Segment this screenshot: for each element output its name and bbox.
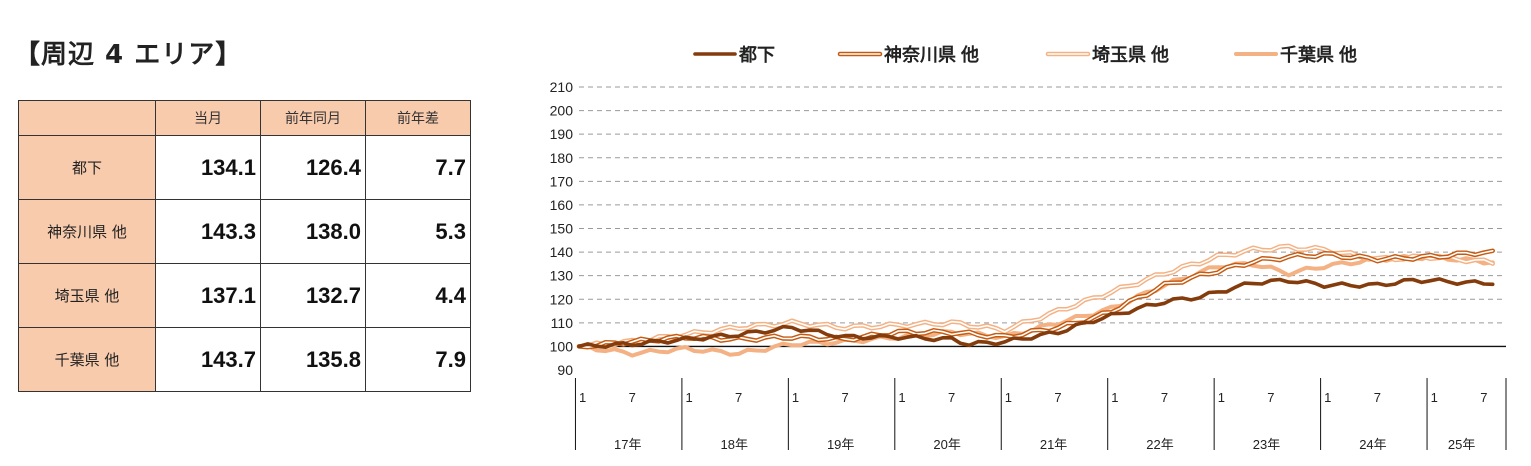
x-tick-label: 7	[948, 390, 955, 405]
table-row: 神奈川県 他 143.3 138.0 5.3	[18, 199, 471, 264]
y-tick-label: 210	[550, 79, 574, 95]
x-tick-label: 1	[1005, 390, 1012, 405]
x-tick-label: 1	[685, 390, 692, 405]
series-line	[577, 277, 1495, 350]
x-tick-label: 7	[1161, 390, 1168, 405]
cell-diff: 7.9	[365, 327, 471, 392]
y-tick-label: 110	[551, 315, 574, 331]
x-tick-label: 1	[1111, 390, 1118, 405]
header-blank	[18, 100, 156, 136]
cell-diff: 7.7	[365, 135, 471, 200]
series-line-inner	[578, 250, 1494, 349]
cell-prev-year: 126.4	[260, 135, 366, 200]
year-label: 22年	[1146, 437, 1173, 450]
series-埼玉県 他	[576, 243, 1495, 349]
cell-prev-year: 138.0	[260, 199, 366, 264]
row-label: 埼玉県 他	[18, 263, 156, 328]
legend-label: 埼玉県 他	[1092, 44, 1169, 65]
year-label: 21年	[1040, 437, 1067, 450]
x-tick-label: 1	[1218, 390, 1225, 405]
y-tick-label: 120	[550, 291, 574, 307]
y-tick-label: 150	[550, 221, 574, 237]
legend-item: 都下	[693, 45, 775, 65]
table-row: 都下 134.1 126.4 7.7	[18, 135, 471, 200]
x-tick-label: 7	[1374, 390, 1381, 405]
series-都下	[577, 277, 1495, 350]
x-tick-label: 7	[735, 390, 742, 405]
header-prev-year: 前年同月	[260, 100, 366, 136]
table-row: 埼玉県 他 137.1 132.7 4.4	[18, 263, 471, 328]
cell-current: 143.3	[155, 199, 261, 264]
row-label: 千葉県 他	[18, 327, 156, 392]
series-line-inner	[578, 245, 1494, 348]
x-tick-label: 7	[842, 390, 849, 405]
y-tick-label: 200	[550, 103, 574, 119]
y-tick-label: 180	[550, 150, 574, 166]
cell-diff: 4.4	[365, 263, 471, 328]
y-tick-label: 160	[550, 197, 574, 213]
x-tick-label: 7	[1480, 390, 1487, 405]
legend-item: 千葉県 他	[1234, 44, 1357, 65]
legend-label: 千葉県 他	[1280, 44, 1357, 65]
legend-label: 都下	[738, 45, 775, 65]
y-tick-label: 100	[550, 338, 574, 354]
legend-label: 神奈川県 他	[884, 44, 979, 65]
y-tick-label: 190	[550, 126, 574, 142]
section-title: 【周辺 4 エリア】	[14, 40, 243, 70]
row-label: 都下	[18, 135, 156, 200]
table-row: 千葉県 他 143.7 135.8 7.9	[18, 327, 471, 392]
summary-table: 当月 前年同月 前年差 都下 134.1 126.4 7.7 神奈川県 他 14…	[18, 100, 471, 392]
legend-item: 神奈川県 他	[837, 44, 979, 65]
cell-prev-year: 132.7	[260, 263, 366, 328]
cell-current: 137.1	[155, 263, 261, 328]
year-label: 17年	[614, 437, 641, 450]
x-tick-label: 7	[629, 390, 636, 405]
y-tick-label: 130	[550, 268, 574, 284]
y-tick-label: 170	[550, 173, 574, 189]
year-label: 25年	[1448, 437, 1475, 450]
year-label: 18年	[721, 437, 748, 450]
series-神奈川県 他	[576, 248, 1495, 350]
y-tick-label: 140	[550, 244, 574, 260]
table-header-row: 当月 前年同月 前年差	[18, 100, 471, 136]
cell-diff: 5.3	[365, 199, 471, 264]
year-label: 23年	[1253, 437, 1280, 450]
cell-current: 134.1	[155, 135, 261, 200]
cell-prev-year: 135.8	[260, 327, 366, 392]
x-tick-label: 1	[579, 390, 586, 405]
y-tick-label: 90	[557, 362, 573, 378]
header-current: 当月	[155, 100, 261, 136]
year-label: 19年	[827, 437, 854, 450]
x-tick-label: 1	[1431, 390, 1438, 405]
year-label: 24年	[1359, 437, 1386, 450]
x-tick-label: 1	[898, 390, 905, 405]
x-tick-label: 7	[1267, 390, 1274, 405]
row-label: 神奈川県 他	[18, 199, 156, 264]
legend-item: 埼玉県 他	[1045, 44, 1169, 65]
header-diff: 前年差	[365, 100, 471, 136]
cell-current: 143.7	[155, 327, 261, 392]
x-tick-label: 1	[792, 390, 799, 405]
year-label: 20年	[933, 437, 960, 450]
x-tick-label: 1	[1324, 390, 1331, 405]
x-tick-label: 7	[1054, 390, 1061, 405]
